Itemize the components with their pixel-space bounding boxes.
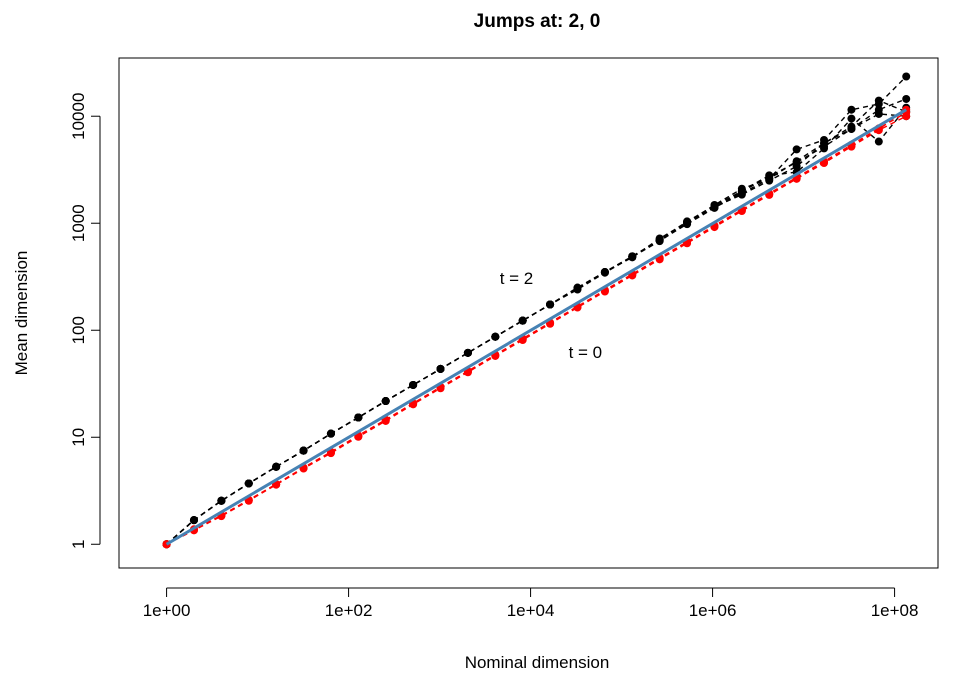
data-point <box>874 137 883 146</box>
x-axis: 1e+00 1e+02 1e+04 1e+06 1e+08 <box>143 587 919 620</box>
data-point <box>518 316 527 325</box>
data-point <box>244 479 253 488</box>
data-point <box>189 516 198 525</box>
y-tick-label: 10 <box>69 428 88 447</box>
data-point <box>600 268 609 277</box>
x-axis-label: Nominal dimension <box>465 653 610 672</box>
annotation-layer: t = 2 t = 0 <box>500 269 602 362</box>
data-point <box>737 189 746 198</box>
data-point <box>655 235 664 244</box>
series-layer <box>162 72 911 549</box>
series-8 <box>165 108 907 546</box>
annotation-label: t = 0 <box>569 343 603 362</box>
data-point <box>847 105 856 114</box>
x-tick-label: 1e+00 <box>143 601 191 620</box>
data-point <box>381 397 390 406</box>
y-tick-label: 1 <box>69 540 88 549</box>
annotation-label: t = 2 <box>500 269 534 288</box>
x-tick-label: 1e+02 <box>325 601 373 620</box>
data-point <box>710 203 719 212</box>
y-tick-label: 10000 <box>69 93 88 140</box>
data-point <box>792 145 801 154</box>
data-point <box>874 109 883 118</box>
data-point <box>874 96 883 105</box>
data-point <box>820 139 829 148</box>
series-line <box>166 107 907 545</box>
series-line <box>166 99 907 545</box>
y-axis-label: Mean dimension <box>12 251 31 376</box>
data-point <box>272 462 281 471</box>
data-point <box>491 332 500 341</box>
data-point <box>847 122 856 131</box>
y-axis: 1 10 100 1000 10000 <box>69 93 101 549</box>
series-4 <box>162 96 911 549</box>
series-line <box>166 109 907 545</box>
series-line <box>165 108 907 546</box>
y-tick-label: 100 <box>69 316 88 344</box>
plot-frame <box>118 57 939 569</box>
data-point <box>573 283 582 292</box>
data-point <box>628 252 637 261</box>
data-point <box>436 364 445 373</box>
data-point <box>299 446 308 455</box>
x-tick-label: 1e+04 <box>507 601 555 620</box>
data-point <box>354 413 363 422</box>
chart-title: Jumps at: 2, 0 <box>474 11 601 32</box>
data-point <box>792 157 801 166</box>
data-point <box>546 300 555 309</box>
data-point <box>847 114 856 123</box>
data-point <box>409 380 418 389</box>
y-tick-label: 1000 <box>69 204 88 242</box>
data-point <box>683 218 692 227</box>
data-point <box>463 348 472 357</box>
x-tick-label: 1e+06 <box>689 601 737 620</box>
data-point <box>902 72 911 81</box>
data-point <box>765 174 774 183</box>
data-point <box>902 94 911 103</box>
x-tick-label: 1e+08 <box>871 601 919 620</box>
data-point <box>326 429 335 438</box>
data-point <box>217 496 226 505</box>
